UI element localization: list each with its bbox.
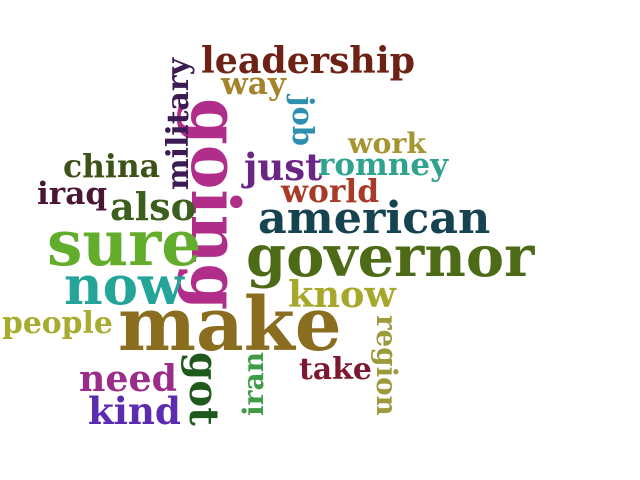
word-iraq: iraq [37, 176, 108, 213]
word-people: people [2, 306, 113, 342]
word-american: american [258, 191, 491, 244]
word-way: way [221, 66, 286, 103]
word-just: just [244, 145, 323, 190]
word-job: job [286, 96, 321, 146]
word-work: work [348, 125, 427, 160]
word-iran: iran [236, 351, 270, 416]
word-now: now [64, 254, 184, 318]
word-region: region [369, 315, 403, 416]
word-make: make [118, 282, 342, 369]
word-got: got [180, 352, 229, 426]
word-governor: governor [246, 221, 535, 290]
word-world: world [281, 174, 380, 211]
word-military: military [161, 58, 197, 190]
word-sure: sure [47, 205, 202, 280]
word-china: china [63, 149, 161, 186]
word-leadership: leadership [201, 38, 415, 82]
word-know: know [288, 272, 396, 316]
word-also: also [110, 183, 196, 229]
word-need: need [79, 357, 177, 401]
word-romney: romney [318, 146, 449, 183]
word-take: take [299, 352, 372, 388]
word-kind: kind [88, 388, 181, 433]
